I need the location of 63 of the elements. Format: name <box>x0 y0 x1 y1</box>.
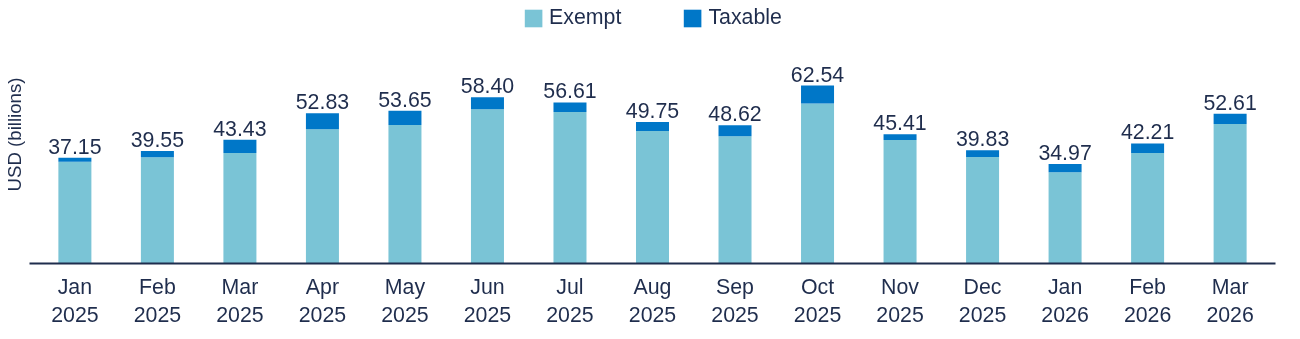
annotation: 49.75 <box>625 99 680 124</box>
bar <box>388 125 422 264</box>
x-tick-label: Jan 2026 <box>1041 274 1089 328</box>
bar <box>58 157 92 162</box>
legend-label: Taxable <box>708 5 782 30</box>
bar <box>801 85 835 104</box>
bar <box>1131 143 1165 153</box>
bar <box>223 153 257 264</box>
annotation: 56.61 <box>543 79 597 104</box>
bar <box>305 129 339 264</box>
annotation: 45.41 <box>873 111 927 136</box>
bar <box>305 113 339 130</box>
x-tick-label: Mar 2025 <box>216 274 264 328</box>
annotation: 53.65 <box>378 87 432 112</box>
annotation: 52.61 <box>1203 90 1257 115</box>
legend-label: Exempt <box>549 5 622 30</box>
bar <box>58 161 92 264</box>
bar <box>718 125 752 137</box>
bar <box>1213 124 1247 264</box>
annotation: 39.83 <box>955 127 1010 152</box>
annotation: 37.15 <box>48 134 102 159</box>
x-tick-label: May 2025 <box>381 274 429 328</box>
x-tick-label: Jun 2025 <box>463 274 512 328</box>
x-tick-label: Dec 2025 <box>958 274 1007 328</box>
bar <box>636 122 669 132</box>
bar <box>553 102 587 113</box>
bar <box>1048 172 1082 264</box>
x-tick-label: Jul 2025 <box>546 274 594 328</box>
bar <box>966 150 1000 158</box>
y-axis-title: USD (billions) <box>3 77 25 192</box>
bar <box>636 131 669 264</box>
annotation: 48.62 <box>708 102 762 127</box>
bar <box>1213 113 1247 124</box>
annotation: 34.97 <box>1038 141 1092 166</box>
bar <box>883 134 917 141</box>
x-tick-label: Feb 2026 <box>1123 274 1172 328</box>
x-tick-label: Mar 2026 <box>1206 274 1254 328</box>
x-tick-label: Sep 2025 <box>711 274 759 328</box>
bar <box>470 97 504 110</box>
x-tick-label: Jan 2025 <box>51 274 99 328</box>
bar <box>140 151 174 158</box>
bar <box>223 139 257 153</box>
bar <box>1048 164 1082 173</box>
bar <box>470 109 504 264</box>
annotation: 42.21 <box>1120 120 1175 145</box>
annotation: 39.55 <box>130 128 185 153</box>
bar <box>718 136 752 264</box>
x-tick-label: Feb 2025 <box>133 274 182 328</box>
annotation: 58.40 <box>460 74 515 99</box>
bar <box>553 112 587 264</box>
annotation: 43.43 <box>213 116 267 141</box>
x-tick-label: Aug 2025 <box>628 274 677 328</box>
bar <box>1131 153 1165 264</box>
bar <box>801 103 835 264</box>
x-tick-label: Nov 2025 <box>876 274 924 328</box>
bar <box>140 157 174 264</box>
bar <box>966 157 1000 264</box>
bar <box>388 110 422 126</box>
bar <box>883 140 917 264</box>
x-tick-label: Apr 2025 <box>298 274 347 328</box>
annotation: 52.83 <box>295 90 350 115</box>
x-tick-label: Oct 2025 <box>793 274 842 328</box>
annotation: 62.54 <box>790 62 845 87</box>
